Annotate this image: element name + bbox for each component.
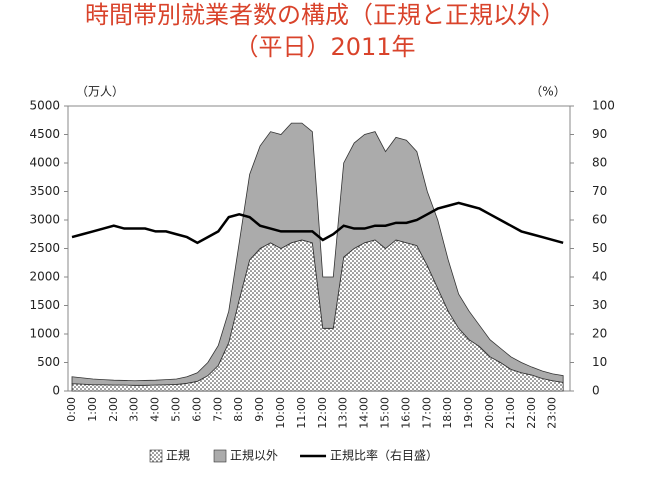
- x-tick-label: 16:00: [399, 397, 412, 429]
- legend-label: 正規比率（右目盛）: [330, 448, 438, 463]
- y2-tick-label: 90: [592, 127, 607, 141]
- area: [71, 122, 564, 386]
- x-tick-label: 11:00: [295, 397, 308, 429]
- y-tick-label: 1000: [29, 327, 60, 341]
- legend-label: 正規: [166, 448, 190, 463]
- x-tick-label: 12:00: [316, 397, 329, 429]
- y2-tick-label: 40: [592, 270, 607, 284]
- x-tick-label: 22:00: [525, 397, 538, 429]
- y-tick-label: 5000: [29, 99, 60, 113]
- x-tick-label: 14:00: [358, 397, 371, 429]
- x-tick-label: 6:00: [190, 397, 203, 422]
- x-tick-label: 15:00: [379, 397, 392, 429]
- y-tick-label: 0: [52, 384, 60, 398]
- y2-tick-label: 60: [592, 213, 607, 227]
- chart-subtitle: （平日）2011年: [234, 33, 415, 61]
- x-tick-label: 7:00: [211, 397, 224, 422]
- x-tick-label: 2:00: [107, 397, 120, 422]
- x-tick-label: 18:00: [441, 397, 454, 429]
- y2-tick-label: 70: [592, 184, 607, 198]
- legend-swatch: [149, 449, 163, 463]
- y2-axis-label: （%）: [530, 85, 565, 99]
- x-tick-label: 8:00: [232, 397, 245, 422]
- y-tick-label: 1500: [29, 298, 60, 312]
- x-tick-label: 10:00: [274, 397, 287, 429]
- y2-tick-label: 50: [592, 241, 607, 255]
- x-tick-label: 0:00: [65, 397, 78, 422]
- x-tick-label: 17:00: [420, 397, 433, 429]
- y-tick-label: 3500: [29, 184, 60, 198]
- y2-tick-label: 10: [592, 355, 607, 369]
- x-tick-label: 20:00: [483, 397, 496, 429]
- x-tick-label: 4:00: [149, 397, 162, 422]
- y2-tick-label: 20: [592, 327, 607, 341]
- y2-tick-label: 30: [592, 298, 607, 312]
- x-tick-label: 3:00: [128, 397, 141, 422]
- x-tick-label: 19:00: [462, 397, 475, 429]
- chart-title: 時間帯別就業者数の構成（正規と正規以外）: [85, 1, 565, 29]
- ratio-line: [71, 201, 564, 245]
- x-tick-label: 21:00: [504, 397, 517, 429]
- y-tick-label: 4000: [29, 156, 60, 170]
- x-tick-label: 9:00: [253, 397, 266, 422]
- legend-label: 正規以外: [230, 448, 278, 463]
- x-tick-label: 23:00: [546, 397, 559, 429]
- y-tick-label: 500: [37, 355, 60, 369]
- y2-tick-label: 0: [592, 384, 600, 398]
- y2-tick-label: 100: [592, 99, 615, 113]
- y-tick-label: 2000: [29, 270, 60, 284]
- x-tick-label: 13:00: [337, 397, 350, 429]
- y-axis-label: （万人）: [76, 85, 124, 99]
- x-tick-label: 5:00: [170, 397, 183, 422]
- y-tick-label: 3000: [29, 213, 60, 227]
- y-tick-label: 2500: [29, 241, 60, 255]
- y2-tick-label: 80: [592, 156, 607, 170]
- x-tick-label: 1:00: [86, 397, 99, 422]
- legend-swatch: [213, 449, 227, 463]
- y-tick-label: 4500: [29, 127, 60, 141]
